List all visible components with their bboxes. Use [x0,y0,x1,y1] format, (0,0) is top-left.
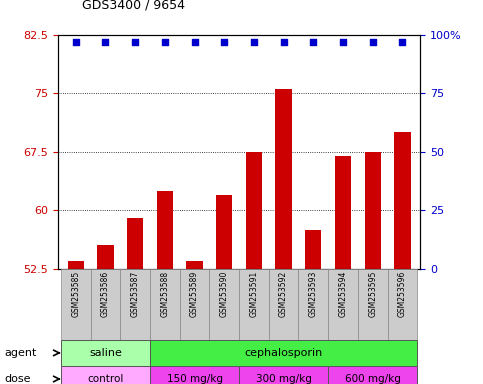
Point [101,38,109,45]
Bar [61,269,91,340]
Point [191,38,199,45]
Text: GDS3400 / 9654: GDS3400 / 9654 [82,0,185,12]
Bar [394,132,411,269]
Point [161,38,169,45]
Bar [328,269,358,340]
Bar [269,269,298,340]
Point [250,38,258,45]
Text: 150 mg/kg: 150 mg/kg [167,374,223,384]
Text: GSM253587: GSM253587 [131,271,140,317]
Text: saline: saline [89,348,122,358]
Bar [127,218,143,269]
Text: GSM253592: GSM253592 [279,271,288,317]
Bar [97,245,114,269]
Point [131,38,139,45]
Bar [298,269,328,340]
Bar [328,366,417,384]
Text: 600 mg/kg: 600 mg/kg [345,374,400,384]
Bar [61,340,150,366]
Bar [150,366,239,384]
Bar [186,261,203,269]
Text: GSM253588: GSM253588 [160,271,170,317]
Point [398,38,406,45]
Text: GSM253593: GSM253593 [309,271,318,317]
Point [369,38,377,45]
Bar [387,269,417,340]
Bar [275,89,292,269]
Bar [239,269,269,340]
Bar [180,269,210,340]
Bar [358,269,387,340]
Bar [210,269,239,340]
Bar [150,269,180,340]
Bar [335,156,351,269]
Bar [91,269,120,340]
Bar [216,195,232,269]
Bar [68,261,84,269]
Text: GSM253595: GSM253595 [368,271,377,317]
Bar [246,152,262,269]
Point [220,38,228,45]
Text: control: control [87,374,124,384]
Text: 300 mg/kg: 300 mg/kg [256,374,312,384]
Text: GSM253591: GSM253591 [249,271,258,317]
Point [280,38,287,45]
Text: cephalosporin: cephalosporin [244,348,323,358]
Bar [61,366,150,384]
Text: GSM253586: GSM253586 [101,271,110,317]
Text: dose: dose [5,374,31,384]
Text: agent: agent [5,348,37,358]
Bar [156,191,173,269]
Point [339,38,347,45]
Bar [120,269,150,340]
Point [72,38,80,45]
Bar [239,366,328,384]
Bar [150,340,417,366]
Text: GSM253590: GSM253590 [220,271,229,317]
Text: GSM253596: GSM253596 [398,271,407,317]
Text: GSM253589: GSM253589 [190,271,199,317]
Bar [305,230,322,269]
Text: GSM253594: GSM253594 [339,271,347,317]
Bar [365,152,381,269]
Point [310,38,317,45]
Text: GSM253585: GSM253585 [71,271,80,317]
